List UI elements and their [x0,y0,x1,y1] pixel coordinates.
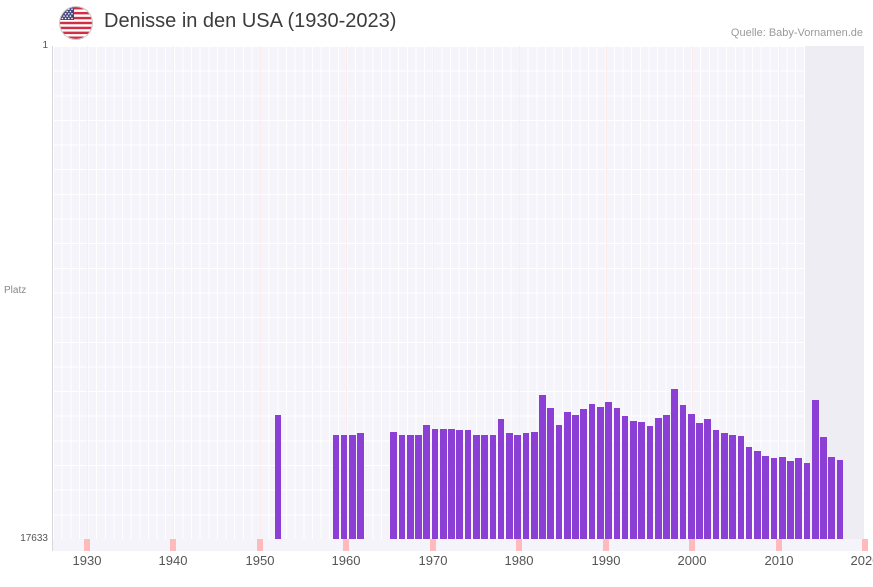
bar-1996 [630,420,637,539]
x-tick-2020: 2020 [850,553,873,568]
major-gridlines [53,46,864,539]
bar-1984 [530,431,538,539]
x-tick-1960: 1960 [331,553,361,568]
bar-1962 [349,434,356,539]
x-tick-1950: 1950 [245,553,275,568]
source-label: Quelle: Baby-Vornamen.de [730,27,863,39]
bar-1981 [506,433,513,539]
x-tick-1970: 1970 [418,553,448,568]
page-title: Denisse in den USA (1930-2023) [104,10,397,32]
bar-1961 [340,434,348,539]
bar-1982 [514,434,521,539]
bar-2019 [820,437,827,539]
y-tick-bottom-label: 17633 [20,533,48,544]
y-tick-top-label: 1 [42,40,48,51]
bar-1983 [522,433,530,539]
bar-2021 [836,459,844,539]
bar-1989 [572,415,579,539]
y-axis-line [52,46,53,551]
bar-1995 [621,416,629,539]
bar-1972 [431,429,439,539]
x-tick-1990: 1990 [591,553,621,568]
bar-1974 [448,429,455,539]
bar-1953 [274,415,282,539]
bar-1973 [439,429,447,539]
bar-1987 [555,424,563,539]
bar-2005 [704,419,712,539]
bar-1969 [406,434,414,539]
bar-1991 [588,403,596,539]
bar-2004 [696,423,703,539]
bar-2008 [729,434,736,539]
bar-1997 [638,422,645,539]
bar-1970 [415,434,422,539]
bar-2002 [679,405,687,539]
bar-1986 [547,408,555,539]
bar-2009 [737,436,745,539]
y-axis-label: Platz [4,285,27,296]
bar-2011 [754,451,761,539]
bar-2003 [687,413,695,539]
bar-1971 [423,424,431,539]
bar-1994 [613,408,621,539]
chart-header: Denisse in den USA (1930-2023) Quelle: B… [0,0,873,46]
bar-1967 [390,431,398,539]
bar-2001 [671,388,679,539]
y-tick-top: 1 [0,40,48,54]
bar-1975 [456,430,464,539]
bar-2013 [770,458,778,539]
bar-2017 [803,462,811,539]
bar-1977 [473,434,480,539]
x-tick-2010: 2010 [764,553,794,568]
bar-1978 [481,434,488,539]
bar-1992 [597,406,604,539]
bar-1990 [580,409,588,539]
bar-2015 [787,461,794,539]
bar-2014 [778,457,786,539]
bar-1985 [539,395,546,539]
plot-area [53,46,864,539]
bar-2010 [745,447,753,539]
bar-1960 [332,434,340,539]
bar-1988 [563,412,571,539]
bar-series [53,46,864,539]
x-tick-2000: 2000 [677,553,707,568]
bar-1976 [464,430,472,539]
bar-1999 [654,417,662,539]
bar-2006 [712,430,720,539]
bar-1963 [357,433,364,539]
x-tick-1940: 1940 [158,553,188,568]
bar-2016 [795,458,803,539]
x-tick-1980: 1980 [504,553,534,568]
y-tick-bottom: 17633 [0,533,48,547]
x-tick-1930: 1930 [72,553,102,568]
bar-2000 [663,415,670,539]
bar-2012 [762,455,769,539]
us-flag-icon [60,7,92,39]
bar-2018 [811,399,819,539]
x-axis-strip [53,539,868,551]
bar-2020 [828,457,836,539]
bar-1968 [398,434,406,539]
bar-1993 [605,402,612,539]
bar-2007 [721,433,728,539]
bar-1980 [497,419,505,539]
bar-1998 [646,426,654,539]
bar-1979 [489,434,497,539]
